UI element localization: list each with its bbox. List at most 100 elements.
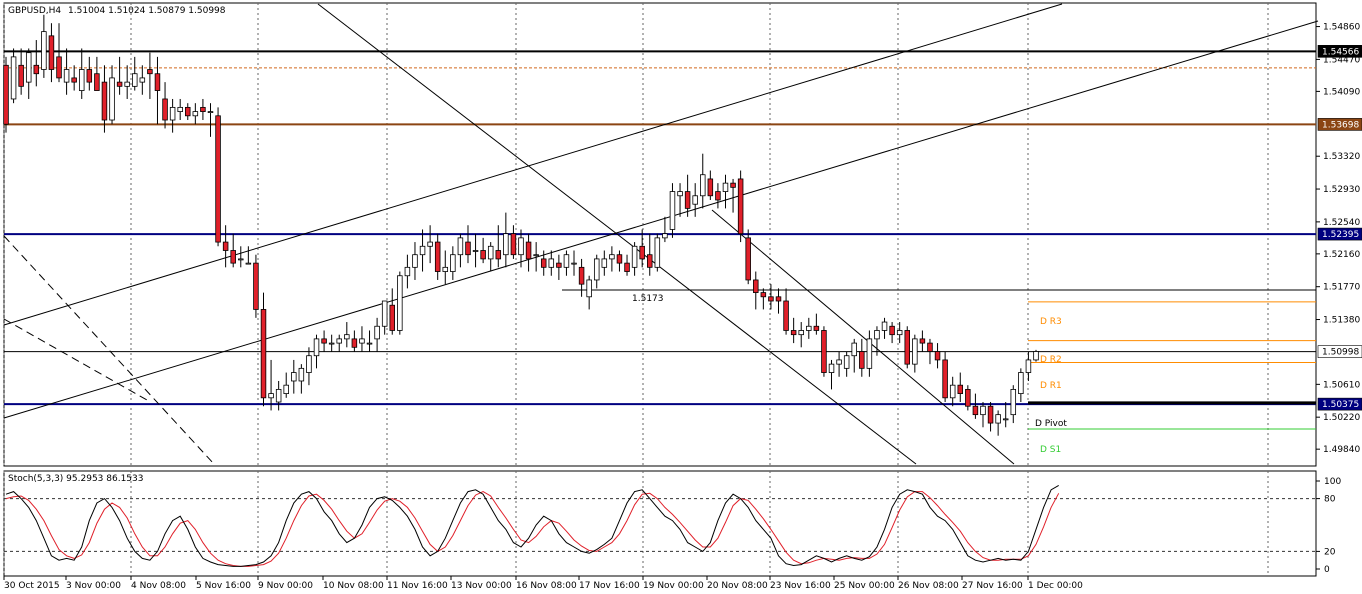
candle	[639, 245, 645, 260]
level-tag-label: 1.52395	[1322, 230, 1359, 240]
symbol-label: GBPUSD,H4	[8, 6, 61, 16]
candle	[753, 279, 759, 293]
candle	[63, 69, 70, 83]
candle	[995, 414, 1001, 424]
pivot-r2-label: D R2	[1040, 355, 1062, 365]
candle	[987, 405, 994, 424]
candle	[374, 325, 380, 340]
price-tick-label: 1.53320	[1323, 152, 1360, 162]
trend-line	[3, 20, 1319, 419]
time-tick-label: 19 Nov 00:00	[643, 581, 704, 591]
stochastic-panel	[4, 484, 1316, 567]
stoch-tick-label: 80	[1324, 495, 1336, 505]
stoch-signal-line	[5, 491, 1060, 567]
candle	[980, 405, 986, 416]
candle	[700, 174, 706, 197]
candle	[631, 245, 638, 268]
candle	[798, 330, 804, 336]
candle	[1018, 372, 1024, 395]
level-tag-label: 1.50998	[1322, 348, 1359, 358]
trend-line	[3, 318, 148, 401]
candle	[192, 111, 199, 117]
candle	[328, 342, 335, 345]
candle	[912, 338, 918, 365]
candle	[147, 69, 153, 75]
candle	[94, 73, 100, 91]
candle	[881, 321, 888, 331]
candle	[503, 233, 509, 256]
stoch-tick-label: 0	[1324, 565, 1330, 575]
candle	[86, 69, 93, 83]
candle	[828, 363, 835, 373]
price-tick-label: 1.51770	[1323, 283, 1360, 293]
candle	[260, 309, 267, 399]
price-tick-label: 1.49840	[1323, 445, 1360, 455]
candle	[404, 266, 411, 277]
time-tick-label: 13 Nov 00:00	[451, 581, 512, 591]
candle	[48, 35, 55, 70]
level-tags: 1.54566 1.53698 1.52395 1.50998 1.50375	[1317, 45, 1362, 411]
candle	[593, 258, 600, 281]
candle	[927, 342, 933, 352]
level-tag	[1317, 118, 1362, 131]
candle	[889, 325, 895, 336]
candle	[745, 237, 751, 281]
time-tick-label: 1 Dec 00:00	[1028, 581, 1083, 591]
candle	[919, 338, 926, 344]
pivot-r1-label: D R1	[1040, 381, 1062, 391]
candle	[200, 106, 206, 112]
candle	[669, 191, 676, 230]
candle	[18, 64, 24, 87]
level-tag-label: 1.50375	[1322, 400, 1359, 410]
pivot-label: D Pivot	[1035, 419, 1067, 429]
time-tick-label: 10 Nov 08:00	[323, 581, 384, 591]
candle	[1033, 351, 1039, 361]
level-tag	[1317, 45, 1362, 58]
price-tick-label: 1.51380	[1323, 316, 1360, 326]
candle	[972, 405, 979, 416]
price-tick-label: 1.52930	[1323, 185, 1360, 195]
candle	[283, 384, 289, 395]
time-tick-label: 26 Nov 08:00	[898, 581, 959, 591]
time-tick-label: 23 Nov 16:00	[770, 581, 831, 591]
trend-line	[711, 209, 1015, 465]
time-tick-label: 25 Nov 00:00	[834, 581, 895, 591]
candle	[677, 191, 683, 197]
candle	[571, 262, 577, 265]
candle	[525, 241, 532, 260]
candle	[843, 355, 850, 369]
candle	[412, 254, 418, 268]
candle	[313, 338, 320, 357]
candle	[965, 388, 971, 407]
candle	[563, 254, 570, 268]
candle	[1025, 359, 1032, 373]
candle	[859, 351, 865, 369]
stoch-title: Stoch(5,3,3) 95.2953 86.1533	[8, 474, 143, 484]
pivot-r3-label: D R3	[1040, 317, 1062, 327]
candle	[556, 262, 562, 268]
candle	[715, 191, 721, 201]
time-tick-label: 30 Oct 2015	[4, 581, 60, 591]
price-tick-label: 1.54860	[1323, 23, 1360, 33]
candle	[866, 338, 873, 369]
pivot-s1-label: D S1	[1040, 445, 1061, 455]
candle	[790, 330, 797, 336]
candle	[624, 262, 630, 272]
candle	[268, 393, 274, 399]
price-tick-label: 1.54470	[1323, 55, 1360, 65]
level-tag-label: 1.54566	[1322, 47, 1359, 57]
candle	[434, 241, 441, 272]
candle	[33, 64, 40, 75]
trend-lines	[3, 3, 1319, 465]
time-tick-label: 3 Nov 00:00	[66, 581, 121, 591]
time-tick-label: 11 Nov 16:00	[387, 581, 448, 591]
candle	[245, 262, 252, 265]
chart-title: GBPUSD,H4 1.51004 1.51024 1.50879 1.5099…	[8, 6, 226, 16]
candle	[162, 98, 168, 121]
candle	[737, 178, 744, 235]
candle	[707, 178, 714, 197]
grid	[3, 2, 1317, 577]
candle	[71, 77, 77, 83]
time-axis: 30 Oct 2015 3 Nov 00:00 4 Nov 08:00 5 Nov 1…	[3, 576, 1083, 591]
